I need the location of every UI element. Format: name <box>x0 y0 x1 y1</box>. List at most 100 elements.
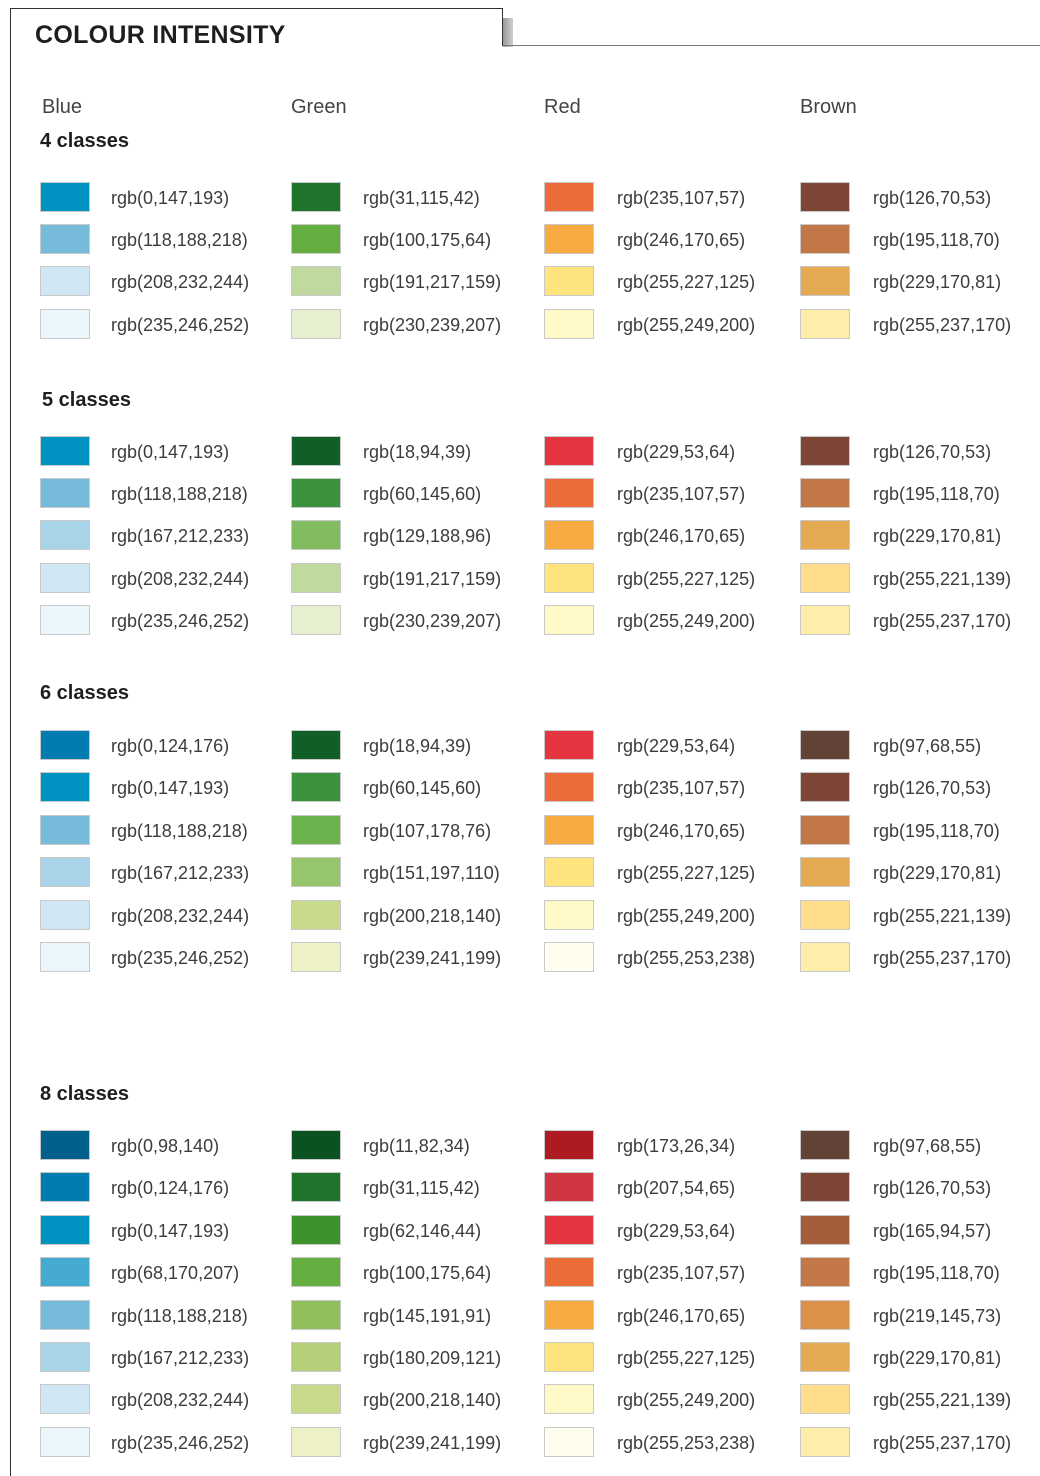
blue-color-swatch <box>40 604 90 635</box>
brown-rgb-value: rgb(97,68,55) <box>873 736 982 756</box>
green-color-swatch <box>291 942 341 972</box>
red-rgb-value: rgb(235,107,57) <box>617 188 746 208</box>
brown-color-swatch <box>800 899 850 930</box>
class-label: 6 classes <box>40 682 129 704</box>
green-color-swatch <box>291 1214 341 1245</box>
green-color-swatch <box>291 1299 341 1330</box>
red-color-swatch <box>544 520 594 551</box>
brown-rgb-value: rgb(229,170,81) <box>873 272 1002 293</box>
red-rgb-value: rgb(235,107,57) <box>617 1263 746 1284</box>
green-rgb-value: rgb(18,94,39) <box>363 442 472 462</box>
green-color-swatch <box>291 478 341 509</box>
blue-color-swatch <box>40 1299 90 1330</box>
blue-color-swatch <box>40 1172 90 1203</box>
red-color-swatch <box>544 308 594 339</box>
class-label: 4 classes <box>40 130 129 152</box>
brown-rgb-value: rgb(126,70,53) <box>873 188 992 208</box>
tab-border-top <box>10 8 503 9</box>
column-header-brown: Brown <box>800 96 857 118</box>
blue-rgb-value: rgb(235,246,252) <box>111 610 250 631</box>
green-rgb-value: rgb(100,175,64) <box>363 1263 492 1284</box>
green-rgb-value: rgb(191,217,159) <box>363 568 502 589</box>
brown-rgb-value: rgb(195,118,70) <box>873 1263 1000 1284</box>
blue-color-swatch <box>40 562 90 593</box>
red-rgb-value: rgb(255,249,200) <box>617 1390 756 1411</box>
green-color-swatch <box>291 266 341 297</box>
brown-rgb-value: rgb(126,70,53) <box>873 778 992 799</box>
green-rgb-value: rgb(62,146,44) <box>363 1220 482 1241</box>
red-rgb-value: rgb(255,227,125) <box>617 272 756 293</box>
green-rgb-value: rgb(239,241,199) <box>363 1432 502 1453</box>
blue-rgb-value: rgb(0,147,193) <box>111 188 230 208</box>
brown-rgb-value: rgb(255,237,170) <box>873 314 1012 335</box>
red-color-swatch <box>544 730 594 760</box>
red-rgb-value: rgb(229,53,64) <box>617 442 736 462</box>
red-rgb-value: rgb(246,170,65) <box>617 820 746 841</box>
brown-rgb-value: rgb(126,70,53) <box>873 442 992 462</box>
brown-rgb-value: rgb(97,68,55) <box>873 1136 982 1156</box>
blue-rgb-value: rgb(118,188,218) <box>111 484 248 505</box>
red-rgb-value: rgb(255,227,125) <box>617 863 756 884</box>
red-color-swatch <box>544 1257 594 1288</box>
brown-color-swatch <box>800 1342 850 1372</box>
red-color-swatch <box>544 1214 594 1245</box>
brown-rgb-value: rgb(255,237,170) <box>873 610 1012 631</box>
blue-rgb-value: rgb(118,188,218) <box>111 230 248 251</box>
blue-color-swatch <box>40 942 90 972</box>
green-rgb-value: rgb(100,175,64) <box>363 230 492 251</box>
brown-rgb-value: rgb(255,237,170) <box>873 948 1012 968</box>
blue-rgb-value: rgb(0,124,176) <box>111 1178 230 1199</box>
red-color-swatch <box>544 1426 594 1457</box>
green-color-swatch <box>291 1384 341 1415</box>
brown-color-swatch <box>800 224 850 255</box>
red-rgb-value: rgb(229,53,64) <box>617 1220 736 1241</box>
brown-rgb-value: rgb(126,70,53) <box>873 1178 992 1199</box>
tab-shadow <box>503 18 513 47</box>
class-label: 8 classes <box>40 1083 129 1105</box>
class-label: 5 classes <box>42 389 131 411</box>
blue-color-swatch <box>40 266 90 297</box>
tab-border-right <box>502 8 503 46</box>
blue-rgb-value: rgb(167,212,233) <box>111 1348 250 1368</box>
red-color-swatch <box>544 604 594 635</box>
red-rgb-value: rgb(235,107,57) <box>617 778 746 799</box>
blue-color-swatch <box>40 772 90 803</box>
blue-rgb-value: rgb(235,246,252) <box>111 948 250 968</box>
red-color-swatch <box>544 772 594 803</box>
green-color-swatch <box>291 562 341 593</box>
brown-rgb-value: rgb(255,237,170) <box>873 1432 1012 1453</box>
column-header-green: Green <box>291 96 347 118</box>
blue-rgb-value: rgb(235,246,252) <box>111 1432 250 1453</box>
blue-color-swatch <box>40 899 90 930</box>
green-rgb-value: rgb(200,218,140) <box>363 1390 502 1411</box>
green-rgb-value: rgb(129,188,96) <box>363 526 492 547</box>
blue-color-swatch <box>40 730 90 760</box>
green-rgb-value: rgb(60,145,60) <box>363 778 482 799</box>
green-color-swatch <box>291 182 341 212</box>
red-rgb-value: rgb(255,253,238) <box>617 948 756 968</box>
brown-color-swatch <box>800 857 850 888</box>
red-color-swatch <box>544 436 594 466</box>
blue-color-swatch <box>40 436 90 466</box>
red-rgb-value: rgb(255,249,200) <box>617 610 756 631</box>
blue-color-swatch <box>40 1384 90 1415</box>
green-rgb-value: rgb(200,218,140) <box>363 905 502 926</box>
red-color-swatch <box>544 942 594 972</box>
blue-rgb-value: rgb(0,147,193) <box>111 1220 230 1241</box>
green-color-swatch <box>291 1426 341 1457</box>
panel-border-left <box>10 8 11 1476</box>
green-color-swatch <box>291 1172 341 1203</box>
blue-color-swatch <box>40 182 90 212</box>
red-rgb-value: rgb(246,170,65) <box>617 526 746 547</box>
green-rgb-value: rgb(60,145,60) <box>363 484 482 505</box>
red-rgb-value: rgb(235,107,57) <box>617 484 746 505</box>
brown-color-swatch <box>800 730 850 760</box>
blue-rgb-value: rgb(167,212,233) <box>111 863 250 884</box>
red-color-swatch <box>544 814 594 845</box>
green-rgb-value: rgb(239,241,199) <box>363 948 502 968</box>
red-color-swatch <box>544 266 594 297</box>
brown-rgb-value: rgb(255,221,139) <box>873 1390 1012 1411</box>
blue-color-swatch <box>40 478 90 509</box>
green-rgb-value: rgb(230,239,207) <box>363 610 502 631</box>
red-color-swatch <box>544 224 594 255</box>
